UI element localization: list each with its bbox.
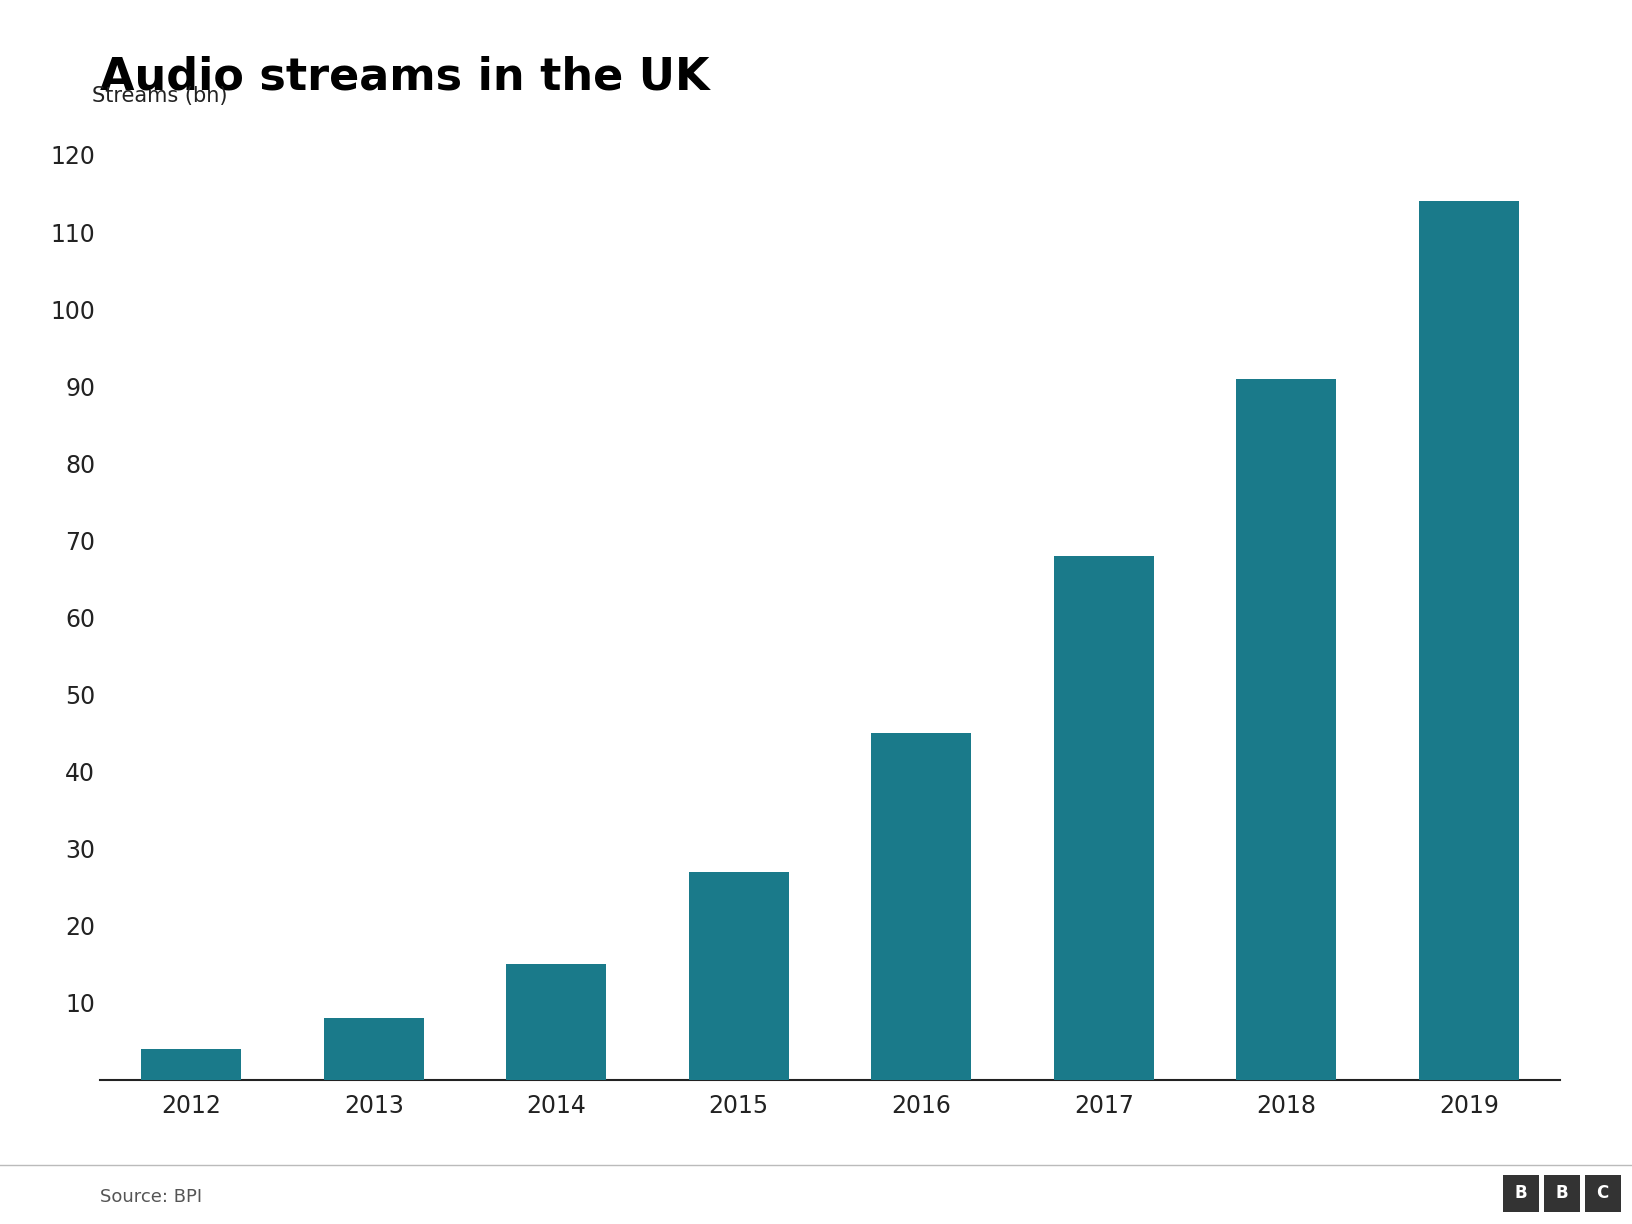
Bar: [506, 965, 607, 1080]
Bar: [1054, 556, 1154, 1080]
Text: B: B: [1514, 1185, 1528, 1202]
Bar: [323, 1018, 424, 1080]
Bar: [1418, 201, 1519, 1080]
Bar: [140, 1049, 242, 1080]
Text: Audio streams in the UK: Audio streams in the UK: [100, 55, 710, 98]
Bar: [871, 733, 971, 1080]
Bar: [1235, 378, 1337, 1080]
Text: Streams (bn): Streams (bn): [91, 86, 227, 106]
Text: C: C: [1596, 1185, 1609, 1202]
Text: B: B: [1555, 1185, 1568, 1202]
Text: Source: BPI: Source: BPI: [100, 1189, 202, 1206]
Bar: [689, 871, 788, 1080]
